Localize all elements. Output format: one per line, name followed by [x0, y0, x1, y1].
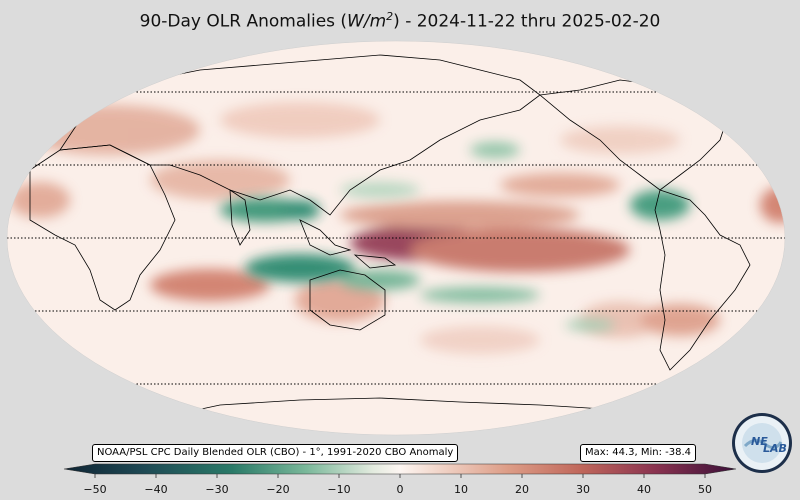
title-unit-exponent: 2 — [386, 10, 394, 23]
globe-edge — [6, 40, 786, 436]
logo-text-ne: NE — [751, 435, 768, 448]
colorbar-tick-label: 50 — [698, 483, 712, 496]
colorbar-tick-labels: −50 −40 −30 −20 −10 0 10 20 30 40 50 — [83, 483, 712, 496]
psl-lab-logo-icon: NE LAB — [732, 413, 792, 473]
title-prefix: 90-Day OLR Anomalies ( — [139, 11, 348, 32]
colorbar-tick-label: 20 — [515, 483, 529, 496]
title-suffix: ) - 2024-11-22 thru 2025-02-20 — [393, 11, 661, 32]
colorbar: −50 −40 −30 −20 −10 0 10 20 30 40 50 — [63, 463, 737, 496]
source-label: NOAA/PSL CPC Daily Blended OLR (CBO) - 1… — [92, 444, 459, 462]
coastlines — [29, 54, 785, 421]
colorbar-tick-label: −40 — [144, 483, 167, 496]
title-unit: W/m — [347, 11, 387, 32]
colorbar-tick-label: −30 — [205, 483, 228, 496]
colorbar-tick-label: −50 — [83, 483, 106, 496]
map-title: 90-Day OLR Anomalies (W/m2) - 2024-11-22… — [0, 10, 800, 32]
colorbar-scale — [63, 463, 737, 475]
colorbar-tick-label: 10 — [454, 483, 468, 496]
colorbar-tick-label: 30 — [576, 483, 590, 496]
colorbar-tick-marks — [94, 474, 706, 478]
logo-text-lab: LAB — [763, 442, 787, 455]
colorbar-tick-label: 0 — [397, 483, 404, 496]
colorbar-tick-label: −20 — [266, 483, 289, 496]
colorbar-tick-label: 40 — [637, 483, 651, 496]
colorbar-tick-label: −10 — [327, 483, 350, 496]
stats-label: Max: 44.3, Min: -38.4 — [580, 444, 697, 462]
